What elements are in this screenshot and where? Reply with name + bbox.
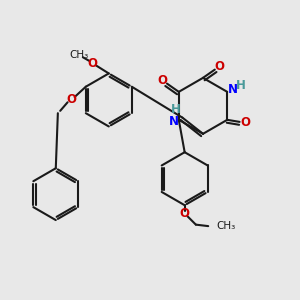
Text: O: O	[180, 207, 190, 220]
Text: CH₃: CH₃	[216, 221, 235, 231]
Text: N: N	[227, 83, 238, 96]
Text: O: O	[241, 116, 250, 129]
Text: N: N	[169, 115, 178, 128]
Text: O: O	[88, 57, 98, 70]
Text: H: H	[236, 79, 245, 92]
Text: CH₃: CH₃	[70, 50, 89, 60]
Text: O: O	[214, 60, 224, 73]
Text: O: O	[66, 93, 76, 106]
Text: H: H	[171, 103, 181, 116]
Text: O: O	[158, 74, 168, 87]
